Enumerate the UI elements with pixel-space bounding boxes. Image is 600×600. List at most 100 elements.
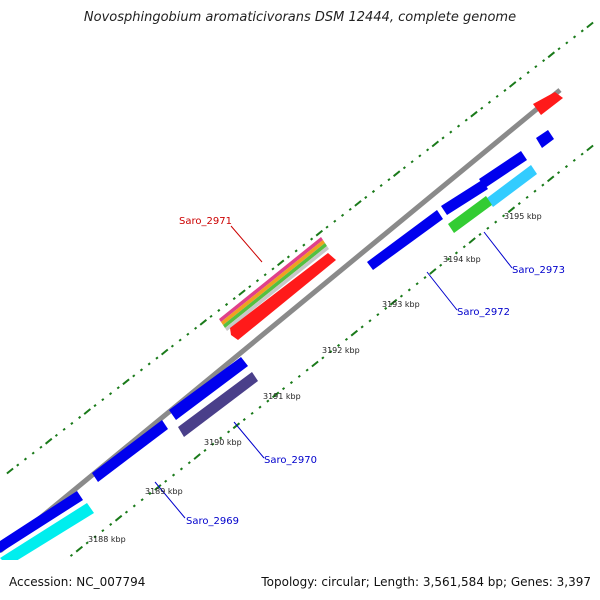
minor-tick: [209, 314, 213, 318]
minor-tick: [565, 41, 569, 45]
minor-tick: [147, 362, 151, 366]
minor-tick: [242, 418, 246, 422]
gene-saro-2969[interactable]: [0, 491, 83, 553]
minor-tick: [101, 398, 105, 402]
gene-label-saro-2970[interactable]: Saro_2970: [264, 455, 317, 466]
minor-tick: [321, 356, 325, 360]
gene-blue-2[interactable]: [441, 180, 488, 215]
minor-tick: [305, 368, 309, 372]
gene-track-green: [223, 243, 327, 328]
minor-tick: [542, 59, 546, 63]
minor-tick: [54, 433, 58, 437]
kbp-label: 3188 kbp: [88, 535, 126, 544]
gene-label-saro-2972[interactable]: Saro_2972: [457, 307, 510, 318]
gene-blue-small[interactable]: [536, 130, 554, 148]
minor-tick: [379, 184, 383, 188]
major-tick: [271, 391, 280, 399]
minor-tick: [255, 279, 260, 283]
minor-tick: [302, 243, 306, 247]
minor-tick: [364, 195, 368, 199]
gene-cyan[interactable]: [0, 503, 94, 560]
gene-blue-4[interactable]: [92, 420, 168, 482]
kbp-label: 3195 kbp: [504, 212, 542, 221]
major-tick: [470, 110, 478, 118]
major-tick: [431, 140, 440, 148]
minor-tick: [336, 343, 341, 347]
minor-tick: [224, 302, 229, 307]
minor-tick: [217, 308, 221, 312]
minor-tick: [294, 249, 298, 253]
gene-red-top[interactable]: [533, 92, 563, 115]
minor-tick: [541, 183, 545, 187]
minor-tick: [368, 319, 372, 323]
outer-tick-row: [6, 21, 594, 475]
minor-tick: [407, 288, 411, 292]
minor-tick: [525, 195, 529, 199]
gene-blue-1[interactable]: [479, 151, 527, 188]
major-tick: [350, 329, 359, 337]
gene-saro-2973[interactable]: [487, 165, 537, 207]
minor-tick: [371, 189, 376, 194]
minor-tick: [108, 392, 113, 396]
major-tick: [238, 289, 246, 296]
minor-tick: [478, 232, 482, 236]
minor-tick: [194, 326, 198, 330]
callout-saro-2969: [154, 481, 186, 519]
major-tick: [392, 170, 401, 177]
gene-saro-2970[interactable]: [178, 372, 258, 437]
genome-map[interactable]: 3188 kbp 3189 kbp 3190 kbp 3191 kbp 3192…: [0, 0, 600, 560]
kbp-label: 3190 kbp: [204, 438, 242, 447]
major-tick: [507, 206, 516, 214]
minor-tick: [399, 294, 404, 298]
minor-tick: [286, 255, 290, 259]
minor-tick: [325, 225, 329, 229]
minor-tick: [232, 297, 236, 301]
minor-tick: [132, 374, 136, 378]
minor-tick: [480, 106, 484, 110]
minor-tick: [456, 124, 461, 128]
minor-tick: [258, 405, 262, 409]
minor-tick: [454, 251, 459, 255]
minor-tick: [517, 202, 521, 206]
minor-tick: [402, 166, 406, 170]
minor-tick: [580, 152, 584, 156]
minor-tick: [164, 479, 168, 483]
minor-tick: [387, 178, 391, 182]
gene-label-saro-2973[interactable]: Saro_2973: [512, 265, 565, 276]
gene-blue-3[interactable]: [169, 357, 248, 420]
kbp-label: 3192 kbp: [322, 346, 360, 355]
minor-tick: [271, 267, 275, 271]
minor-tick: [340, 213, 345, 217]
minor-tick: [16, 463, 20, 467]
major-tick: [232, 422, 241, 430]
minor-tick: [219, 436, 223, 440]
gene-saro-2971-block[interactable]: [219, 237, 336, 340]
callout-saro-2971: [230, 225, 263, 263]
minor-tick: [310, 237, 314, 241]
minor-tick: [446, 257, 451, 261]
gene-saro-2971: [230, 253, 336, 340]
major-tick: [193, 453, 201, 460]
minor-tick: [289, 381, 294, 385]
minor-tick: [132, 504, 136, 508]
minor-tick: [344, 337, 349, 341]
minor-tick: [211, 442, 215, 446]
minor-tick: [281, 387, 286, 391]
minor-tick: [69, 553, 74, 557]
minor-tick: [526, 71, 530, 75]
minor-tick: [534, 65, 538, 69]
minor-tick: [464, 118, 468, 122]
gene-label-saro-2969[interactable]: Saro_2969: [186, 516, 239, 527]
gene-green[interactable]: [448, 196, 492, 233]
gene-label-saro-2971[interactable]: Saro_2971: [179, 216, 232, 227]
major-tick: [546, 175, 555, 183]
callout-saro-2970: [233, 421, 265, 459]
minor-tick: [564, 165, 569, 169]
minor-tick: [266, 399, 270, 403]
major-tick: [6, 467, 14, 475]
minor-tick: [250, 411, 254, 415]
gene-saro-2972[interactable]: [367, 210, 443, 270]
minor-tick: [462, 245, 466, 249]
minor-tick: [124, 510, 129, 514]
genome-backbone: [0, 88, 562, 553]
